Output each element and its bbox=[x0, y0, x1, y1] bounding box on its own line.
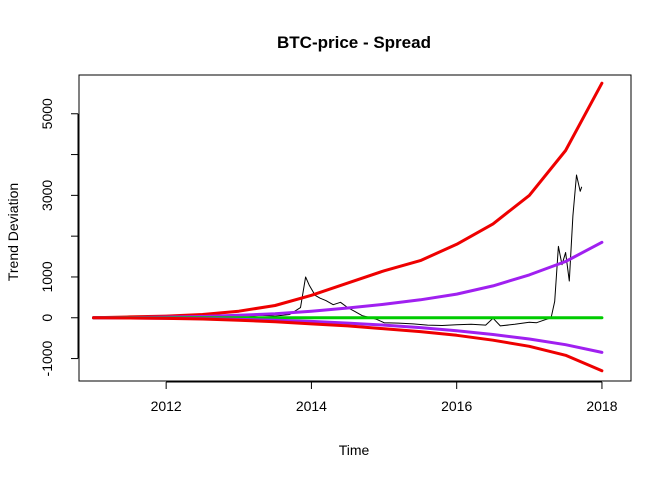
y-tick-label: -1000 bbox=[39, 340, 55, 376]
x-tick-label: 2012 bbox=[151, 398, 182, 414]
chart-title: BTC-price - Spread bbox=[277, 33, 431, 52]
x-axis-label: Time bbox=[339, 442, 370, 458]
series-layer bbox=[92, 81, 604, 373]
y-tick-label: 5000 bbox=[39, 98, 55, 129]
y-tick-label: 0 bbox=[39, 314, 55, 322]
series-line-1 bbox=[92, 81, 604, 320]
x-tick-label: 2016 bbox=[441, 398, 472, 414]
series-line-5 bbox=[92, 316, 604, 373]
series-line-2 bbox=[92, 240, 604, 320]
x-tick-label: 2014 bbox=[296, 398, 327, 414]
y-tick-label: 3000 bbox=[39, 180, 55, 211]
plot-frame bbox=[78, 74, 632, 382]
series-line-0 bbox=[93, 174, 583, 327]
x-tick-label: 2018 bbox=[586, 398, 617, 414]
x-axis: 2012 2014 2016 2018 bbox=[151, 381, 618, 414]
y-axis: -1000 0 1000 3000 5000 bbox=[39, 98, 79, 376]
y-axis-label: Trend Deviation bbox=[5, 183, 21, 281]
y-tick-label: 1000 bbox=[39, 261, 55, 292]
